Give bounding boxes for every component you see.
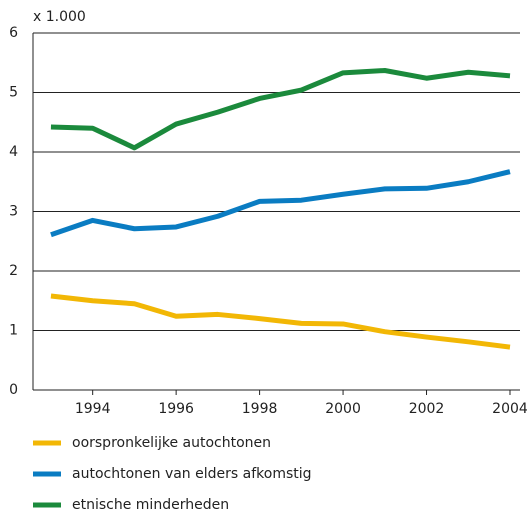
legend-label: oorspronkelijke autochtonen xyxy=(72,435,271,451)
x-tick-label: 1998 xyxy=(242,401,278,417)
y-tick-label: 0 xyxy=(9,382,18,398)
legend-label: autochtonen van elders afkomstig xyxy=(72,466,312,482)
series-line xyxy=(50,293,511,350)
x-tick-label: 2000 xyxy=(325,401,361,417)
series-line xyxy=(50,67,511,151)
x-tick-label: 1994 xyxy=(75,401,111,417)
y-tick-label: 1 xyxy=(9,323,18,339)
legend-label: etnische minderheden xyxy=(72,497,229,511)
series-line xyxy=(50,169,511,238)
y-tick-label: 3 xyxy=(9,204,18,220)
y-tick-label: 5 xyxy=(9,85,18,101)
y-tick-label: 6 xyxy=(9,25,18,41)
y-tick-label: 2 xyxy=(9,263,18,279)
x-tick-label: 2004 xyxy=(492,401,528,417)
x-tick-label: 2002 xyxy=(409,401,445,417)
y-unit-label: x 1.000 xyxy=(33,9,86,25)
y-tick-label: 4 xyxy=(9,144,18,160)
x-tick-label: 1996 xyxy=(158,401,194,417)
